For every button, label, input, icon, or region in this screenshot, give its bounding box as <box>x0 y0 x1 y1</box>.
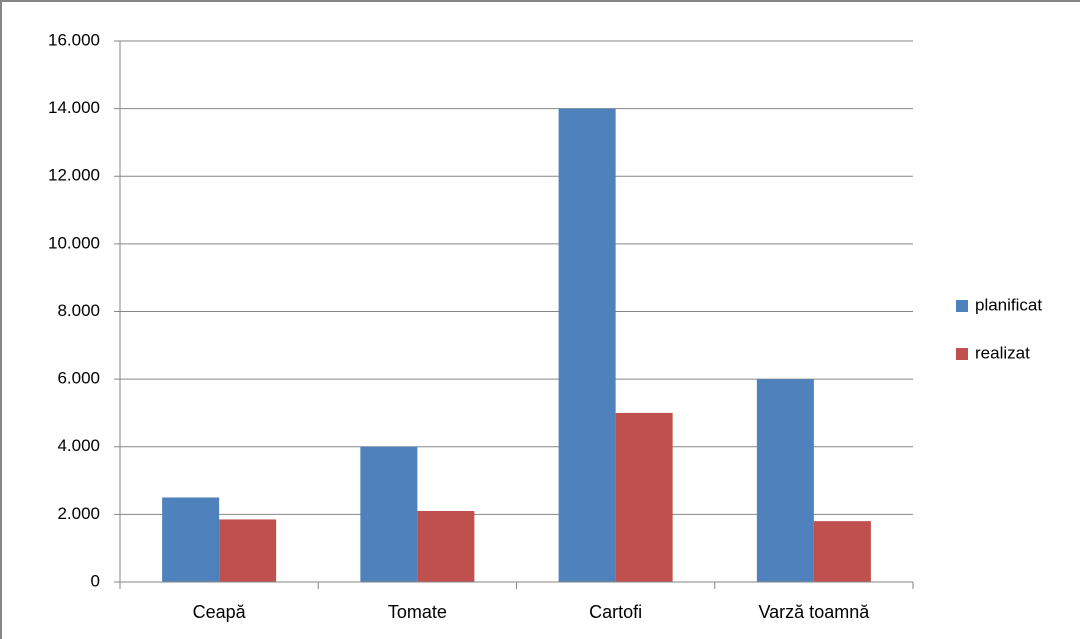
bar <box>417 510 475 582</box>
bar <box>162 497 220 582</box>
bar <box>360 446 418 582</box>
bar <box>756 379 814 582</box>
y-tick-label: 8.000 <box>57 301 100 320</box>
legend-label: planificat <box>975 295 1042 314</box>
bar <box>615 412 673 582</box>
x-tick-label: Varză toamnă <box>759 602 871 622</box>
legend-swatch <box>956 348 968 360</box>
legend-swatch <box>956 300 968 312</box>
y-tick-label: 12.000 <box>48 166 100 185</box>
y-tick-label: 16.000 <box>48 30 100 49</box>
y-tick-label: 6.000 <box>57 369 100 388</box>
y-tick-label: 14.000 <box>48 98 100 117</box>
y-tick-label: 4.000 <box>57 436 100 455</box>
y-tick-label: 10.000 <box>48 233 100 252</box>
x-tick-label: Tomate <box>388 602 447 622</box>
y-tick-label: 2.000 <box>57 504 100 523</box>
x-tick-label: Ceapă <box>193 602 247 622</box>
legend-label: realizat <box>975 343 1030 362</box>
bar <box>219 519 277 582</box>
x-tick-label: Cartofi <box>589 602 642 622</box>
bar <box>813 521 871 582</box>
y-tick-label: 0 <box>91 571 100 590</box>
bar <box>558 108 616 582</box>
